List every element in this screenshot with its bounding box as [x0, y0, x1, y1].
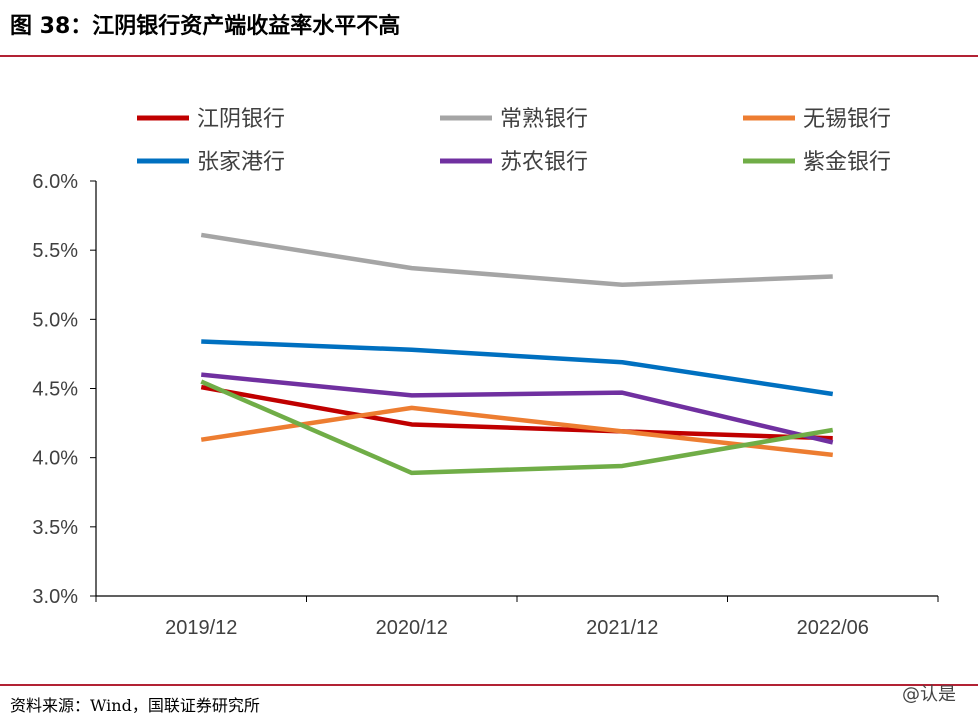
y-tick-label: 4.0% — [32, 448, 78, 470]
x-tick-label: 2019/12 — [165, 617, 237, 639]
series-line — [201, 372, 834, 445]
y-tick-label: 6.0% — [32, 171, 78, 193]
y-tick-label: 5.0% — [32, 309, 78, 331]
x-axis: 2019/12 2020/12 2021/12 2022/06 — [95, 595, 939, 639]
series-line — [200, 384, 833, 441]
source-note: 资料来源：Wind，国联证券研究所 — [10, 696, 260, 715]
x-tick-label: 2021/12 — [586, 617, 658, 639]
series-line — [201, 339, 834, 397]
y-tick-label: 3.5% — [32, 517, 78, 539]
top-divider — [0, 55, 978, 57]
page-title: 图 38：江阴银行资产端收益率水平不高 — [10, 14, 401, 39]
series-lines — [200, 232, 834, 476]
series-line — [200, 405, 833, 458]
y-tick-label: 5.5% — [32, 240, 78, 262]
legend-label: 江阴银行 — [197, 107, 285, 132]
y-axis: 3.0% 3.5% 4.0% 4.5% 5.0% 5.5% 6.0% — [32, 171, 97, 608]
legend-label: 无锡银行 — [803, 107, 891, 132]
y-tick-label: 4.5% — [32, 379, 78, 401]
legend-label: 张家港行 — [197, 150, 285, 175]
legend-label: 苏农银行 — [500, 150, 588, 175]
y-tick-label: 3.0% — [32, 586, 78, 608]
x-tick-label: 2020/12 — [376, 617, 448, 639]
series-line — [200, 379, 834, 476]
legend-label: 常熟银行 — [500, 107, 588, 132]
legend-label: 紫金银行 — [803, 150, 891, 175]
series-line — [200, 232, 833, 287]
x-tick-label: 2022/06 — [797, 617, 869, 639]
bottom-divider — [0, 684, 978, 686]
watermark: @认是 — [902, 684, 956, 705]
